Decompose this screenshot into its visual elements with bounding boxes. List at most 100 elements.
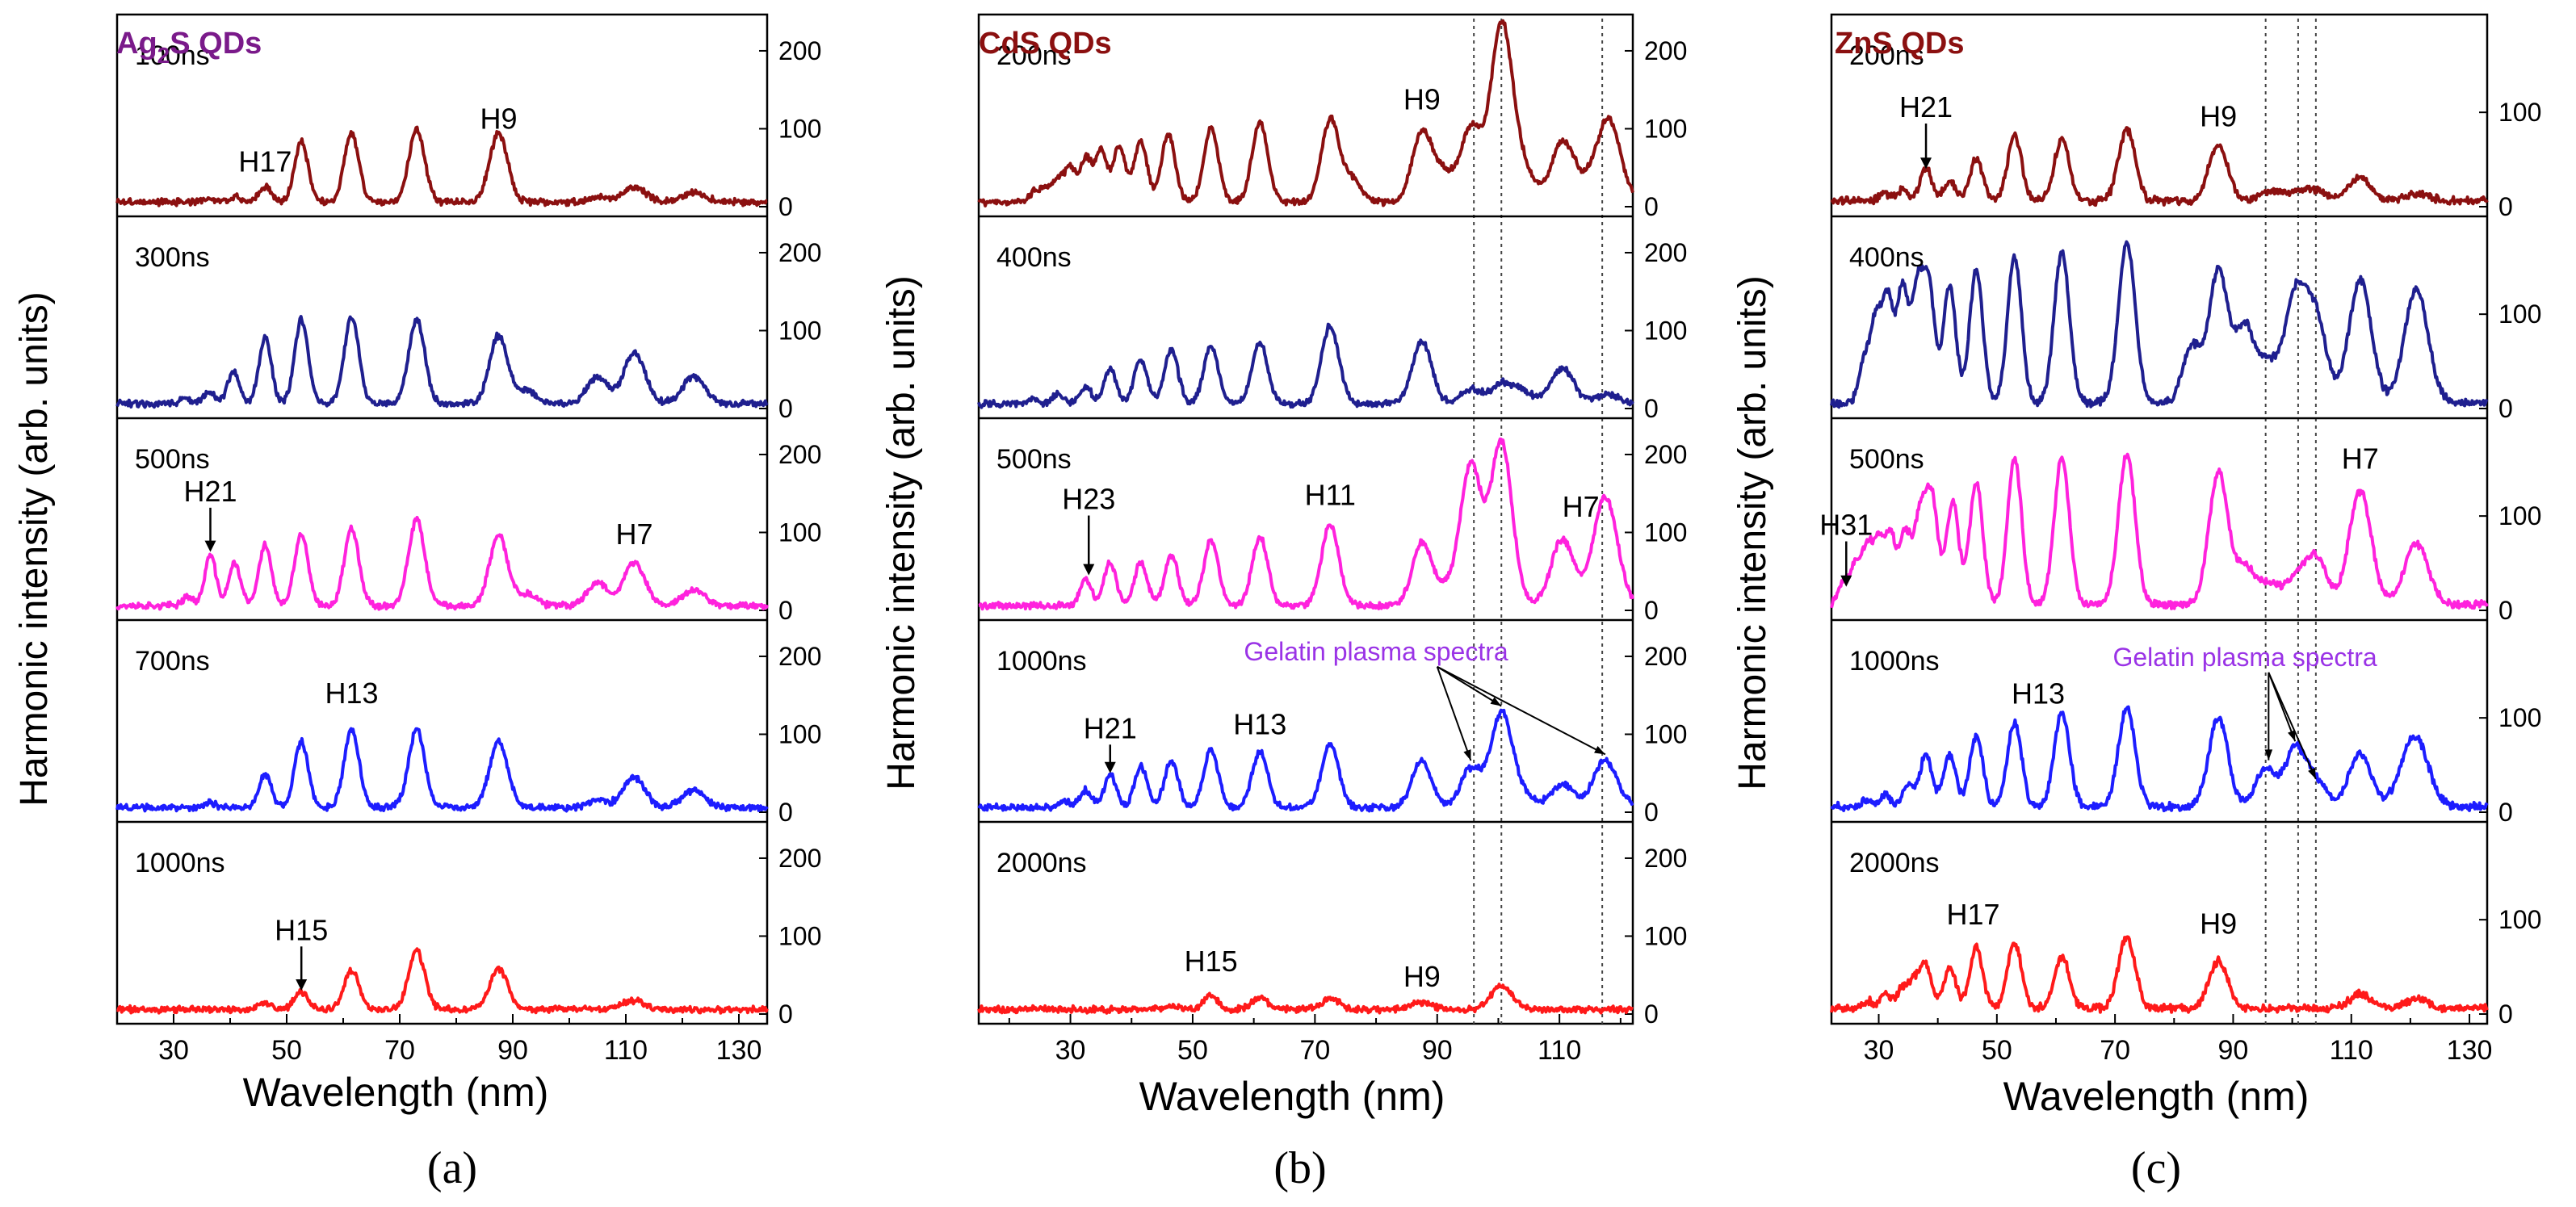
title-a-main: Ag xyxy=(116,27,157,61)
y-tick-label: 0 xyxy=(1644,394,1659,423)
y-tick-label: 100 xyxy=(1644,921,1687,950)
time-label: 100ns xyxy=(135,40,210,71)
harmonic-label: H17 xyxy=(238,145,292,178)
plot-frame xyxy=(1830,13,2489,1025)
title-b: CdS QDs xyxy=(979,27,1112,61)
arrow-head xyxy=(296,979,308,991)
x-tick-label: 90 xyxy=(1422,1035,1453,1066)
y-tick-label: 100 xyxy=(2498,300,2541,329)
harmonic-label: H11 xyxy=(1305,479,1356,512)
title-a-rest: S QDs xyxy=(170,27,262,61)
y-tick-label: 200 xyxy=(778,238,821,267)
y-tick-label: 0 xyxy=(778,192,793,221)
harmonic-label: H9 xyxy=(2200,100,2237,133)
y-tick-label: 0 xyxy=(778,1000,793,1029)
plot-root-a: 0100200100nsH17H90100200300ns0100200500n… xyxy=(115,13,821,1066)
y-tick-label: 200 xyxy=(1644,36,1687,65)
x-tick-label: 130 xyxy=(716,1035,762,1066)
x-tick-label: 50 xyxy=(1982,1035,2012,1066)
figure-label-a: (a) xyxy=(427,1143,477,1193)
xlabel-b: Wavelength (nm) xyxy=(1139,1074,1445,1119)
y-tick-label: 0 xyxy=(1644,798,1659,827)
gelatin-arrow-head xyxy=(2308,767,2316,779)
time-label: 500ns xyxy=(135,444,210,475)
x-tick-label: 50 xyxy=(1177,1035,1208,1066)
y-tick-label: 100 xyxy=(778,719,821,748)
spectrum-line xyxy=(1830,240,2489,409)
figure-label-b: (b) xyxy=(1273,1143,1326,1193)
time-label: 400ns xyxy=(1849,242,1924,273)
y-tick-label: 0 xyxy=(2498,192,2513,221)
ylabel-a: Harmonic intensity (arb. units) xyxy=(13,291,56,807)
svg-text:Ag2S QDs: Ag2S QDs xyxy=(116,27,262,68)
harmonic-label: H13 xyxy=(1233,707,1286,740)
harmonic-label: H13 xyxy=(2012,677,2065,710)
y-tick-label: 100 xyxy=(778,518,821,547)
time-label: 300ns xyxy=(135,242,210,273)
spectrum-line xyxy=(1830,705,2489,813)
arrow-head xyxy=(1840,575,1852,587)
harmonic-label: H9 xyxy=(1403,82,1441,115)
arrow-head xyxy=(1104,761,1116,773)
figure-label-c: (c) xyxy=(2131,1143,2181,1193)
harmonic-label: H9 xyxy=(2200,907,2237,941)
harmonic-label: H15 xyxy=(275,913,328,946)
y-tick-label: 100 xyxy=(1644,518,1687,547)
arrow-head xyxy=(1920,157,1932,170)
x-tick-label: 30 xyxy=(1864,1035,1894,1066)
y-tick-label: 100 xyxy=(1644,719,1687,748)
y-tick-label: 0 xyxy=(778,798,793,827)
y-tick-label: 100 xyxy=(2498,98,2541,127)
plot-root-b: 0 100 200 200ns H9 0 100 200 400ns 0 100 200 500ns H2… xyxy=(977,13,1687,1066)
x-tick-label: 50 xyxy=(271,1035,302,1066)
ylabel-b: Harmonic intensity (arb. units) xyxy=(880,275,923,790)
y-tick-label: 0 xyxy=(1644,192,1659,221)
harmonic-label: H21 xyxy=(183,475,237,508)
y-tick-label: 0 xyxy=(2498,1000,2513,1029)
x-tick-label: 70 xyxy=(2100,1035,2130,1066)
y-tick-label: 100 xyxy=(778,921,821,950)
gelatin-arrow xyxy=(1437,665,1502,707)
spectrum-line xyxy=(115,125,768,207)
x-tick-label: 30 xyxy=(1055,1035,1086,1066)
spectrum-line xyxy=(977,19,1634,207)
x-tick-label: 130 xyxy=(2447,1035,2493,1066)
x-tick-label: 110 xyxy=(604,1035,648,1066)
spectrum-line xyxy=(115,727,769,813)
harmonic-label: H7 xyxy=(2342,442,2379,476)
time-label: 200ns xyxy=(1849,40,1924,71)
title-a-sub: 2 xyxy=(157,43,170,68)
harmonic-label: H23 xyxy=(1062,483,1115,516)
time-label: 500ns xyxy=(1849,444,1924,475)
harmonic-label: H13 xyxy=(325,677,378,710)
x-tick-label: 110 xyxy=(1538,1035,1581,1066)
y-tick-label: 100 xyxy=(778,114,821,143)
panel-c: 0 100 200ns H21 H9 0 100 400ns 0 100 500ns H31 H7 0 10… xyxy=(1731,13,2541,1193)
y-tick-label: 100 xyxy=(2498,703,2541,732)
title-a: Ag2S QDs xyxy=(116,27,262,68)
spectrum-line xyxy=(977,708,1634,813)
spectrum-line xyxy=(977,322,1634,409)
y-tick-label: 200 xyxy=(1644,238,1687,267)
time-label: 2000ns xyxy=(996,848,1087,878)
x-tick-label: 70 xyxy=(1299,1035,1330,1066)
spectrum-line xyxy=(115,515,769,611)
x-tick-label: 70 xyxy=(384,1035,415,1066)
y-tick-label: 0 xyxy=(2498,394,2513,423)
time-label: 700ns xyxy=(135,646,210,677)
time-label: 200ns xyxy=(996,40,1072,71)
y-tick-label: 200 xyxy=(1644,440,1687,469)
plot-frame xyxy=(115,13,769,1025)
harmonic-label: H7 xyxy=(1563,490,1600,523)
y-tick-label: 100 xyxy=(778,316,821,345)
arrow-head xyxy=(204,540,216,552)
gelatin-arrow xyxy=(2268,672,2317,780)
time-label: 1000ns xyxy=(1849,646,1940,677)
plot-root-c: 0 100 200ns H21 H9 0 100 400ns 0 100 500ns H31 H7 0 10… xyxy=(1819,13,2541,1066)
y-tick-label: 100 xyxy=(1644,114,1687,143)
gelatin-arrow-head xyxy=(2264,749,2273,761)
time-label: 1000ns xyxy=(996,646,1087,677)
y-tick-label: 0 xyxy=(1644,1000,1659,1029)
gelatin-arrow-head xyxy=(2288,730,2296,742)
